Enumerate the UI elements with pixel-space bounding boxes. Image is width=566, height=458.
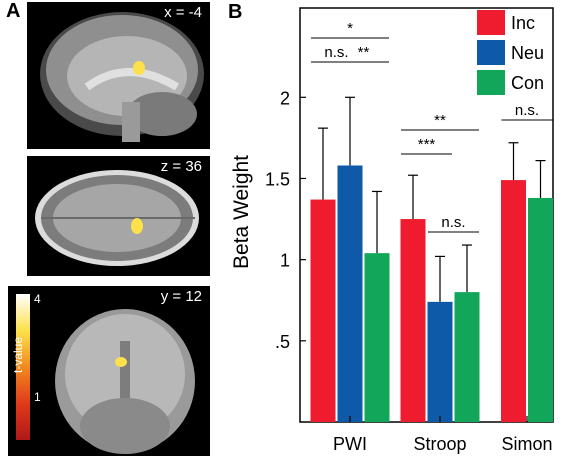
colorbar-gradient [16, 294, 30, 440]
activation-blob [133, 61, 145, 75]
significance-label: n.s. [515, 102, 539, 119]
sagittal-brain-image [40, 12, 204, 142]
panel-b-label: B [228, 1, 242, 23]
coronal-brain-image [55, 309, 195, 454]
bar-inc-pwi [310, 199, 336, 422]
significance-label: * [347, 20, 353, 37]
legend-swatch-neu [477, 40, 505, 65]
bar-inc-simon [501, 180, 526, 422]
bar-inc-stroop [400, 219, 426, 422]
colorbar-max-label: 4 [34, 292, 41, 306]
axial-brain-image [35, 170, 199, 266]
significance-label: n.s. [324, 44, 348, 61]
legend-label-inc: Inc [511, 13, 535, 33]
slice-coordinate: y = 12 [160, 288, 202, 305]
legend-label-con: Con [511, 73, 544, 93]
bar-neu-pwi [337, 165, 363, 422]
legend-swatch-inc [477, 10, 505, 35]
coronal-slice: y = 12 4 1 t-value [8, 286, 210, 456]
activation-blob [115, 357, 127, 367]
bar-neu-stroop [427, 301, 453, 422]
y-axis-title: Beta Weight [230, 155, 253, 269]
slice-coordinate: z = 36 [160, 158, 202, 175]
sagittal-slice: x = -4 [27, 2, 210, 149]
activation-blob [131, 218, 143, 234]
y-tick-label: 2 [280, 88, 290, 108]
bar-con-simon [528, 197, 553, 422]
significance-label: n.s. [441, 214, 465, 231]
bar-con-stroop [454, 292, 480, 422]
y-tick-label: 1 [280, 251, 290, 271]
axial-slice: z = 36 [27, 156, 210, 276]
y-tick-label: .5 [275, 332, 290, 352]
y-tick-label: 1.5 [265, 169, 290, 189]
x-tick-label: Simon [501, 434, 552, 454]
slice-coordinate: x = -4 [164, 4, 202, 21]
significance-label: *** [418, 136, 436, 153]
bar-con-pwi [364, 253, 390, 422]
x-tick-label: PWI [333, 434, 367, 454]
legend-swatch-con [477, 70, 505, 95]
colorbar [16, 294, 30, 440]
x-tick-label: Stroop [413, 434, 466, 454]
significance-label: ** [358, 44, 370, 61]
legend-label-neu: Neu [511, 43, 544, 63]
panel-a-label: A [6, 0, 21, 22]
significance-label: ** [434, 112, 446, 129]
colorbar-min-label: 1 [34, 390, 41, 404]
